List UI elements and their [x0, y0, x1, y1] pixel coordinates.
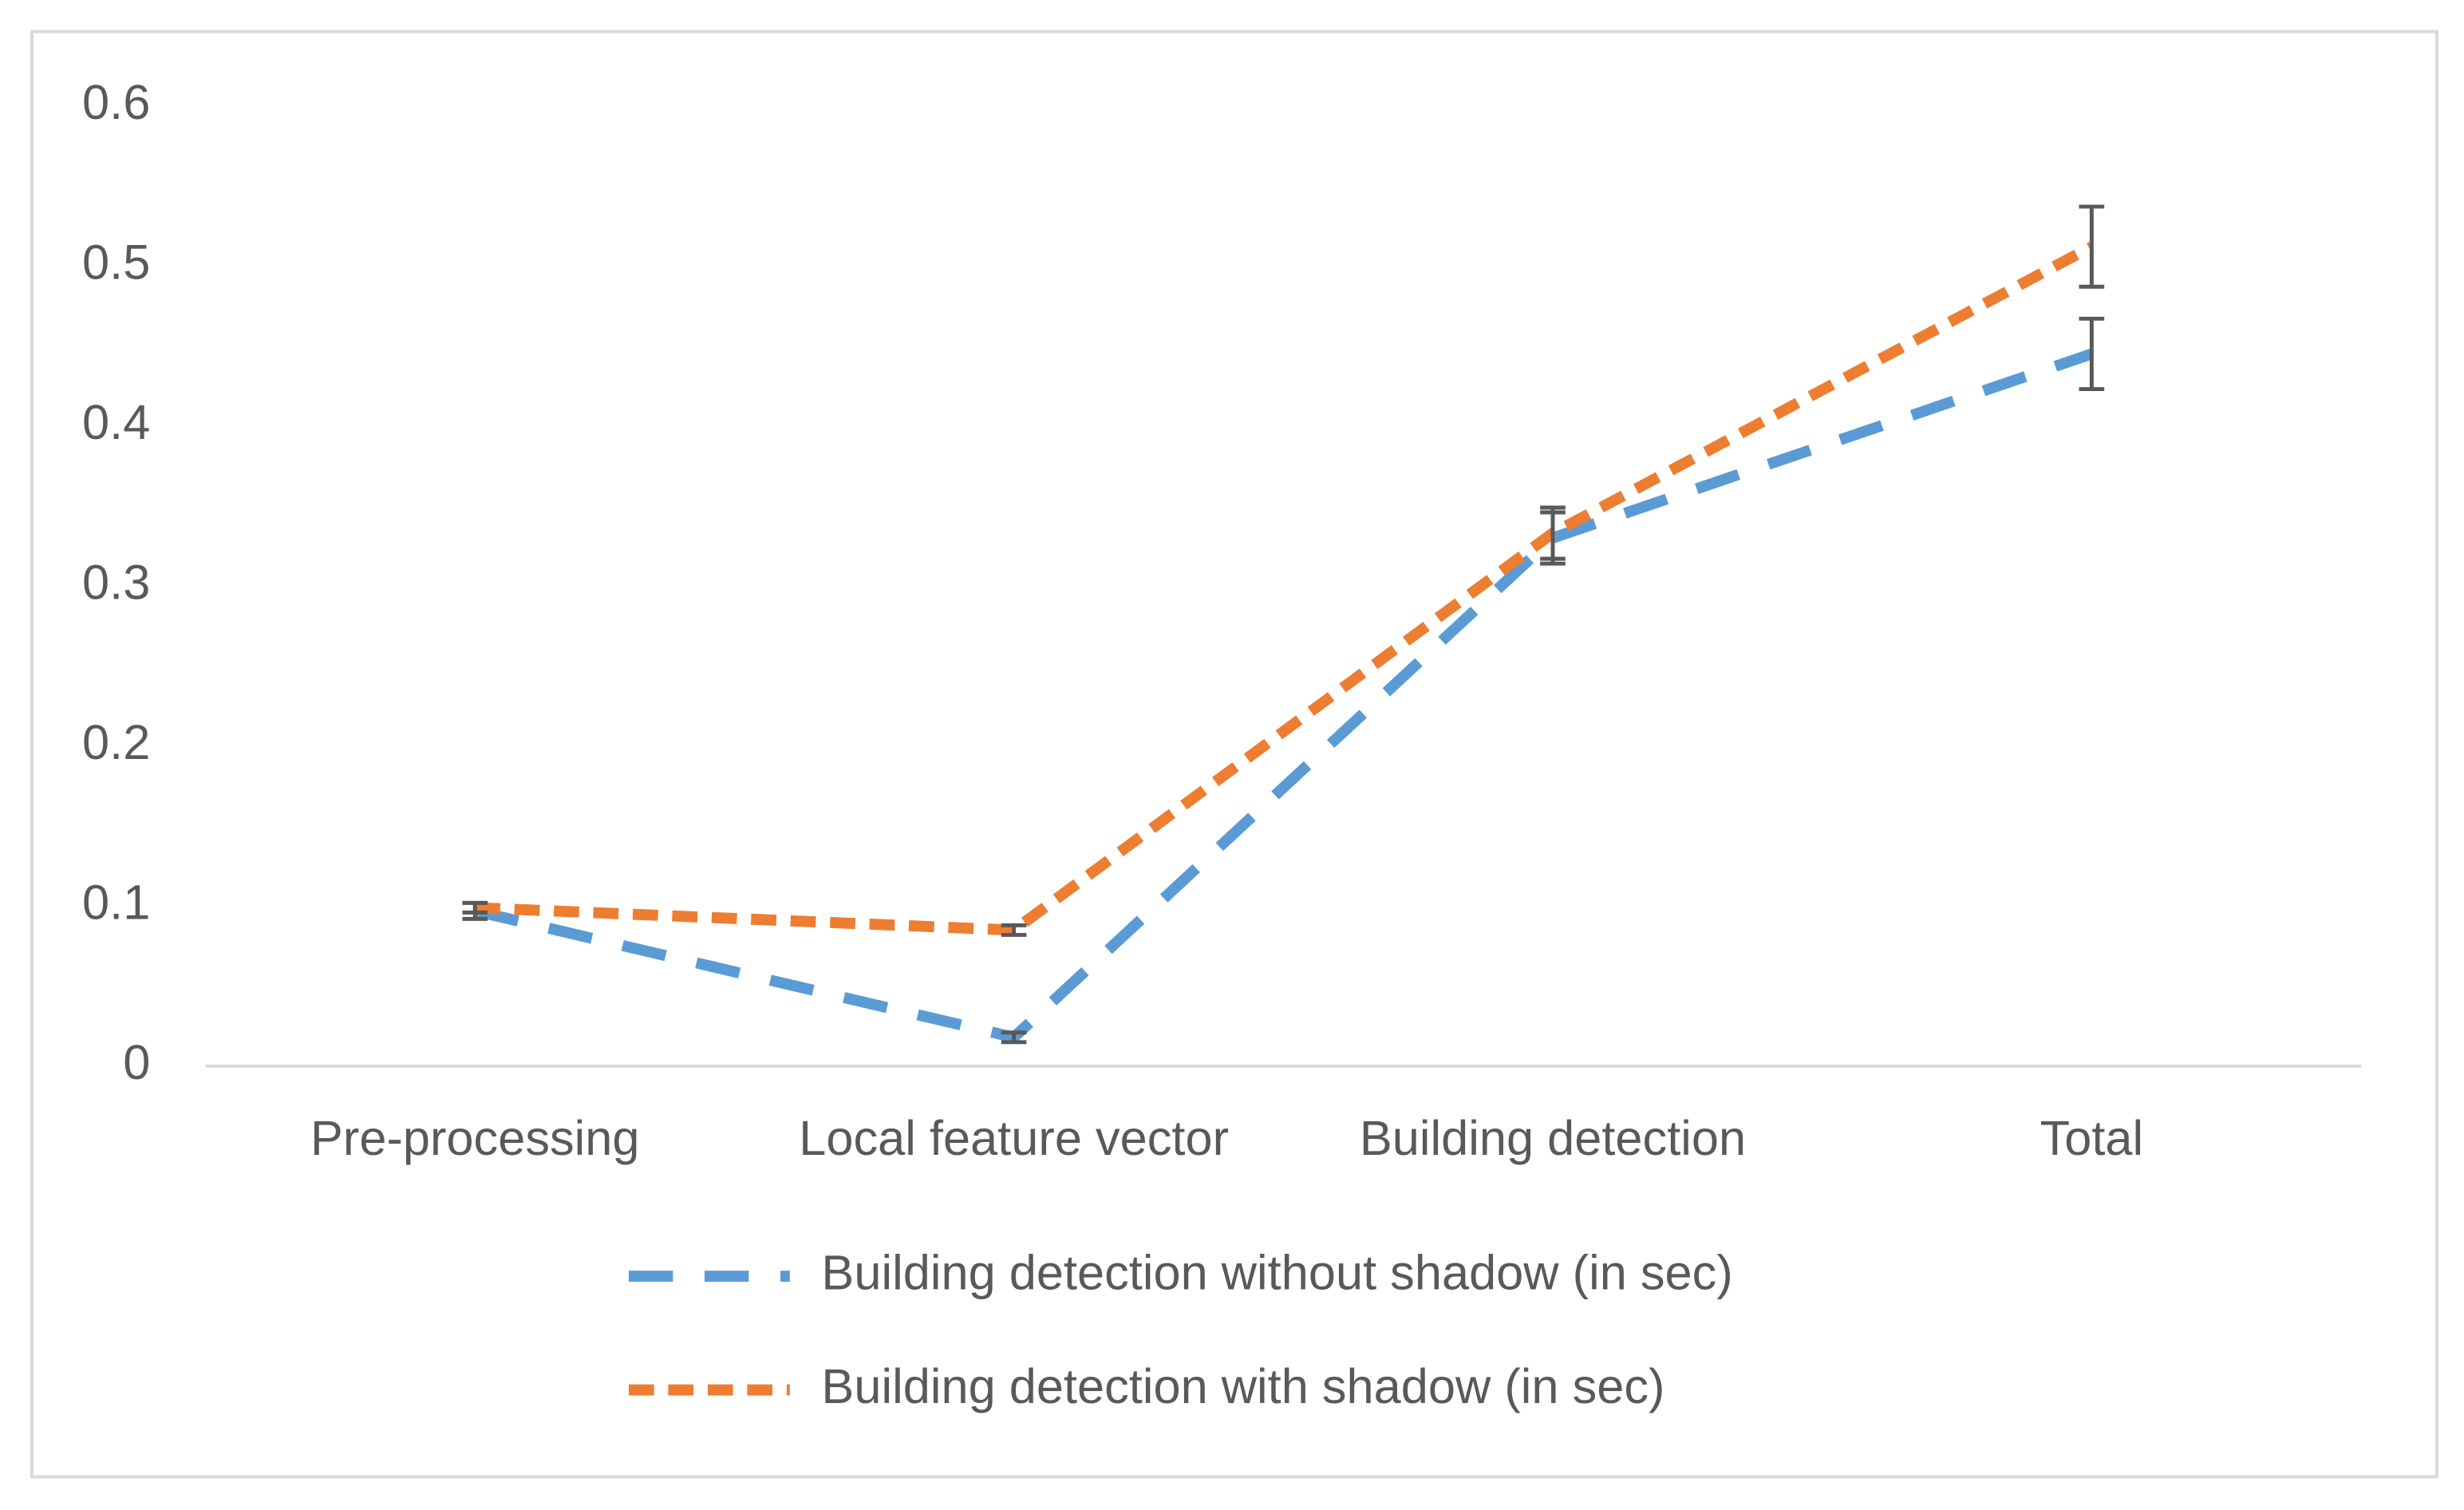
- y-tick-label: 0.2: [82, 715, 150, 770]
- x-tick-label: Pre-processing: [310, 1111, 640, 1166]
- error-bar: [2079, 204, 2105, 289]
- y-tick-label: 0.5: [82, 235, 150, 290]
- x-tick-label: Local feature vector: [799, 1111, 1229, 1166]
- series-line: [474, 241, 2095, 936]
- error-bar: [1001, 923, 1027, 937]
- legend-label: Building detection with shadow (in sec): [821, 1359, 1664, 1414]
- error-bar: [1001, 1030, 1027, 1045]
- x-tick-label: Building detection: [1360, 1111, 1746, 1166]
- y-tick-label: 0.1: [82, 876, 150, 931]
- error-bar: [1540, 505, 1566, 561]
- legend-label: Building detection without shadow (in se…: [821, 1245, 1732, 1300]
- y-tick-label: 0.4: [82, 395, 150, 450]
- error-bar: [2079, 316, 2105, 392]
- y-tick-label: 0.3: [82, 555, 150, 610]
- y-tick-label: 0: [123, 1035, 150, 1090]
- series-line: [473, 348, 2094, 1044]
- error-bar: [462, 900, 488, 915]
- y-tick-label: 0.6: [82, 75, 150, 130]
- x-tick-label: Total: [2040, 1111, 2144, 1166]
